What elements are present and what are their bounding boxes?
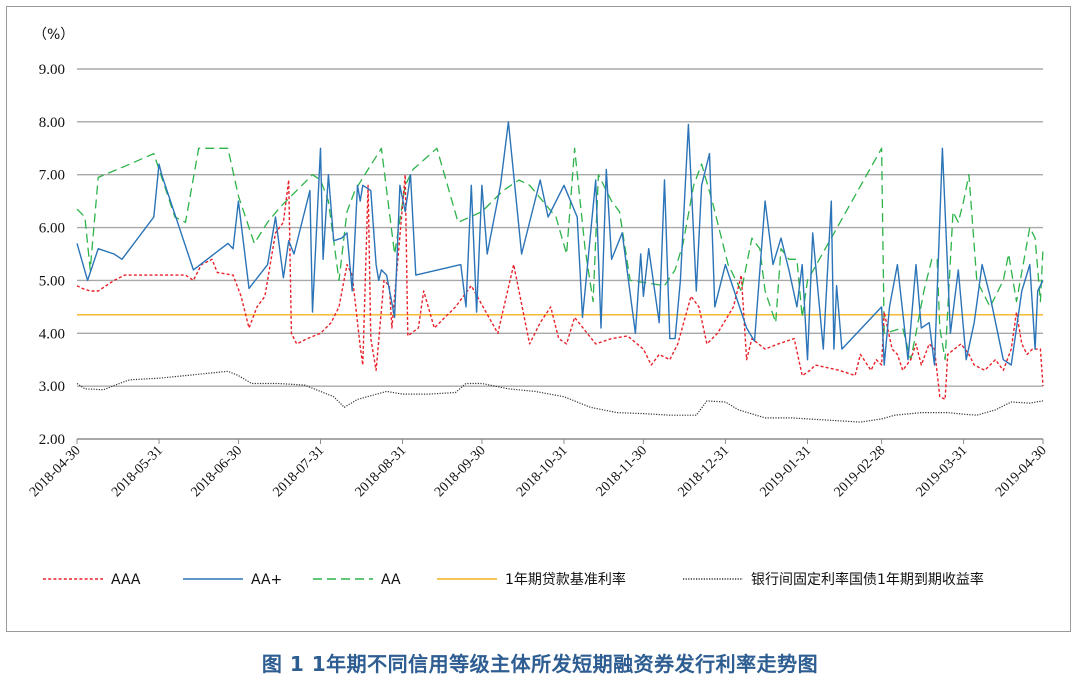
series-line-2 xyxy=(76,121,1044,366)
x-axis-ticks: 2018-04-30 2018-05-31 2018-06-30 2018-07-31… xyxy=(27,439,1050,500)
y-tick-label: 4.00 xyxy=(39,326,65,342)
grid-lines xyxy=(77,68,1043,440)
series-line-3 xyxy=(76,147,1044,361)
x-tick-label: 2018-07-31 xyxy=(271,443,328,500)
unit-label: （%） xyxy=(33,27,74,43)
figure-caption: 图 1 1年期不同信用等级主体所发短期融资券发行利率走势图 xyxy=(261,652,819,676)
y-tick-label: 8.00 xyxy=(39,115,65,131)
x-tick-label: 2019-03-31 xyxy=(914,443,971,500)
y-tick-label: 6.00 xyxy=(39,221,65,237)
y-tick-label: 5.00 xyxy=(39,273,65,289)
chart-frame: （%） 2.00 3.00 4.00 5.00 6.00 7.00 8.00 9.00 201… xyxy=(6,6,1071,632)
legend-label: AA+ xyxy=(251,572,282,588)
y-tick-label: 2.00 xyxy=(39,432,65,448)
y-tick-label: 3.00 xyxy=(39,379,65,395)
x-tick-label: 2019-01-31 xyxy=(757,443,814,500)
legend-label: 银行间固定利率国债1年期到期收益率 xyxy=(751,571,984,588)
legend-label: 1年期贷款基准利率 xyxy=(505,571,626,588)
line-chart: （%） 2.00 3.00 4.00 5.00 6.00 7.00 8.00 9.00 201… xyxy=(27,27,1050,588)
legend: AAA AA+ AA 1年期贷款基准利率 银行间固定利率国债1年期到期收益率 xyxy=(43,571,984,588)
y-tick-label: 9.00 xyxy=(39,62,65,78)
x-tick-label: 2018-06-30 xyxy=(188,443,245,500)
series-line-1 xyxy=(76,173,1044,401)
x-tick-label: 2018-11-30 xyxy=(594,443,650,499)
y-tick-label: 7.00 xyxy=(39,168,65,184)
legend-label: AA xyxy=(381,572,401,588)
x-tick-label: 2018-09-30 xyxy=(432,443,489,500)
x-tick-label: 2019-04-30 xyxy=(993,443,1050,500)
y-axis-ticks: 2.00 3.00 4.00 5.00 6.00 7.00 8.00 9.00 xyxy=(39,62,65,448)
x-tick-label: 2018-12-31 xyxy=(675,443,732,500)
x-tick-label: 2018-04-30 xyxy=(27,443,84,500)
series-line-5 xyxy=(76,370,1044,423)
x-tick-label: 2018-08-31 xyxy=(353,443,410,500)
legend-label: AAA xyxy=(111,572,141,588)
x-tick-label: 2018-10-31 xyxy=(514,443,571,500)
series-lines xyxy=(76,121,1044,423)
x-tick-label: 2018-05-31 xyxy=(109,443,166,500)
x-tick-label: 2019-02-28 xyxy=(832,443,889,500)
